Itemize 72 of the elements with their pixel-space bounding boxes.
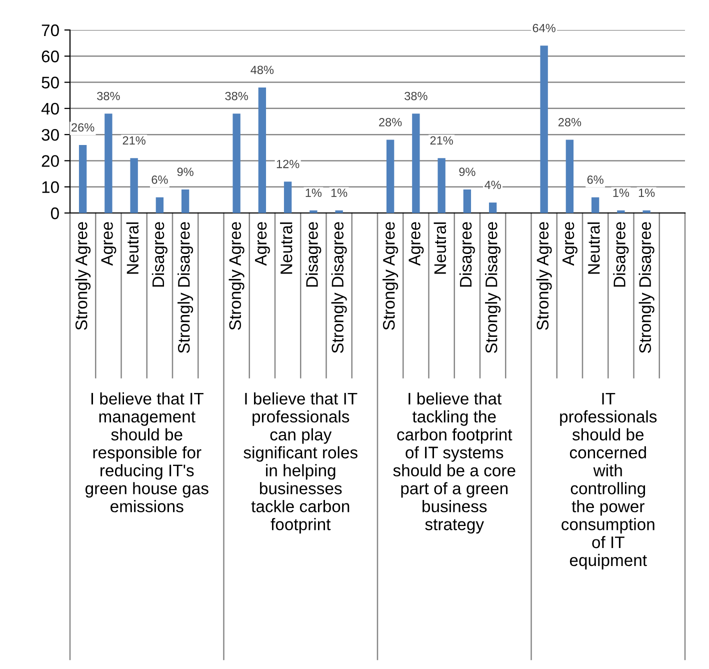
data-label: 1% (331, 188, 348, 197)
data-label: 4% (484, 180, 501, 190)
bar (284, 182, 292, 213)
x-tick-label: Strongly Disagree (485, 222, 501, 354)
data-label: 26% (72, 123, 94, 132)
text: I believe that IT management should be responsible for reducing IT's green house gas emissions (85, 392, 208, 512)
bar (335, 210, 343, 213)
bar (540, 46, 548, 213)
y-tick-label: 60 (42, 50, 59, 62)
bar (156, 197, 164, 213)
x-tick-label: Neutral (280, 222, 292, 274)
data-label: 6% (152, 176, 168, 184)
y-tick-label: 70 (42, 24, 59, 36)
x-tick-label: Neutral (434, 222, 446, 274)
bar (130, 158, 138, 213)
x-tick-label: Agree (562, 222, 578, 266)
x-tick-label: Strongly Disagree (638, 222, 654, 354)
bar (463, 189, 472, 213)
text: IT professionals should be concerned with controlling the power consumption of IT equipment (560, 392, 657, 570)
data-label: 1% (638, 188, 655, 197)
data-label: 48% (250, 66, 274, 74)
y-tick-label: 20 (42, 155, 59, 167)
bar (181, 189, 190, 213)
y-tick-label: 40 (41, 102, 59, 115)
x-tick-label: Strongly Agree (75, 222, 91, 330)
data-label: 1% (306, 188, 322, 197)
text: I believe that IT professionals can play significant roles in helping businesses tackle carbon footprint (244, 392, 358, 534)
data-label: 38% (97, 92, 120, 100)
data-label: 64% (532, 24, 556, 32)
data-label: 21% (122, 136, 146, 145)
data-label: 9% (459, 168, 476, 176)
x-tick-label: Neutral (588, 222, 600, 274)
data-label: 28% (379, 118, 402, 126)
x-tick-label: Agree (101, 222, 116, 266)
bar (438, 158, 446, 213)
y-tick-label: 30 (42, 128, 59, 141)
x-tick-label: Disagree (613, 222, 629, 287)
data-label: 28% (558, 118, 582, 126)
y-tick-label: 50 (42, 76, 59, 88)
x-tick-label: Strongly Disagree (331, 222, 347, 354)
x-tick-label: Strongly Agree (228, 222, 244, 330)
x-tick-label: Disagree (152, 222, 168, 287)
bar (488, 202, 497, 213)
x-tick-label: Strongly Agree (536, 222, 552, 330)
x-tick-label: Disagree (306, 222, 322, 287)
x-tick-label: Agree (408, 222, 424, 266)
x-tick-label: Disagree (459, 222, 475, 287)
y-tick-label: 10 (42, 181, 59, 194)
bar (386, 140, 394, 213)
bar (642, 210, 650, 213)
data-label: 38% (404, 92, 428, 100)
y-tick-label: 0 (50, 207, 59, 220)
data-label: 38% (225, 92, 248, 100)
x-tick-label: Agree (255, 222, 270, 266)
bar (412, 114, 420, 213)
bar (591, 197, 600, 213)
data-label: 6% (587, 176, 604, 184)
bar (617, 210, 625, 213)
text: I believe that tackling the carbon footprint of IT systems should be a core part of a green business strategy (393, 392, 516, 534)
data-label: 9% (177, 168, 194, 176)
bar (310, 210, 318, 213)
bar (566, 140, 574, 213)
x-tick-label: Strongly Disagree (178, 222, 194, 354)
data-label: 21% (430, 136, 453, 145)
bar (258, 88, 266, 213)
bar (104, 114, 112, 213)
bar (78, 145, 87, 213)
x-tick-label: Strongly Agree (382, 222, 398, 330)
x-tick-label: Neutral (126, 222, 139, 274)
bar (232, 114, 240, 213)
data-label: 12% (276, 160, 300, 168)
data-label: 1% (613, 188, 630, 197)
